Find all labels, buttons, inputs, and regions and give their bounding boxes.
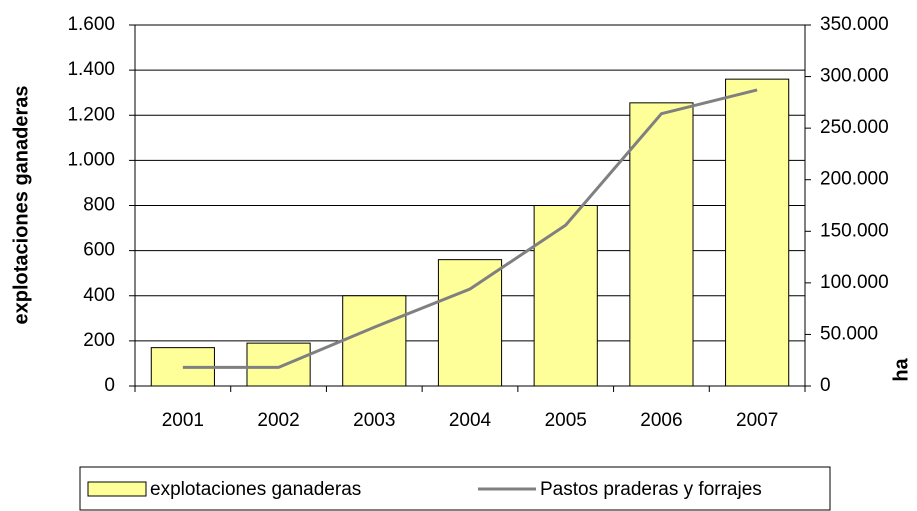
y-tick-label: 1.600: [67, 14, 115, 35]
bar: [725, 78, 790, 387]
legend-swatch: [87, 481, 147, 497]
y-tick-label: 1.400: [67, 59, 115, 80]
y2-tick-label: 350.000: [820, 14, 889, 35]
y2-tick-label: 200.000: [820, 169, 889, 190]
y2-tick-label: 150.000: [820, 220, 889, 241]
x-tick-label: 2001: [162, 410, 204, 431]
legend-label: Pastos praderas y forrajes: [540, 479, 762, 500]
bar: [342, 295, 407, 387]
x-tick-label: 2007: [736, 410, 778, 431]
bar: [629, 102, 694, 387]
x-tick-label: 2005: [545, 410, 587, 431]
line-series: [182, 88, 758, 369]
bar: [533, 205, 598, 387]
y-tick-label: 1.200: [67, 104, 115, 125]
y-tick-label: 400: [83, 285, 115, 306]
y2-tick-label: 250.000: [820, 117, 889, 138]
y2-tick-label: 50.000: [820, 323, 878, 344]
bar: [246, 342, 311, 387]
y-tick-label: 0: [104, 375, 115, 396]
y-axis-title: explotaciones ganaderas: [10, 86, 32, 325]
y2-tick-label: 100.000: [820, 272, 889, 293]
y-tick-label: 800: [83, 195, 115, 216]
x-tick-label: 2004: [449, 410, 492, 431]
y-tick-label: 1.000: [67, 149, 115, 170]
y2-tick-label: 0: [820, 375, 831, 396]
x-tick-label: 2006: [640, 410, 682, 431]
x-tick-label: 2002: [257, 410, 299, 431]
bar: [437, 259, 503, 387]
x-tick-label: 2003: [353, 410, 395, 431]
y-tick-label: 200: [83, 330, 115, 351]
legend-label: explotaciones ganaderas: [150, 479, 361, 500]
y2-axis-title: ha: [890, 357, 912, 381]
y2-tick-label: 300.000: [820, 66, 889, 87]
legend-box: [79, 466, 831, 511]
y-tick-label: 600: [83, 240, 115, 261]
